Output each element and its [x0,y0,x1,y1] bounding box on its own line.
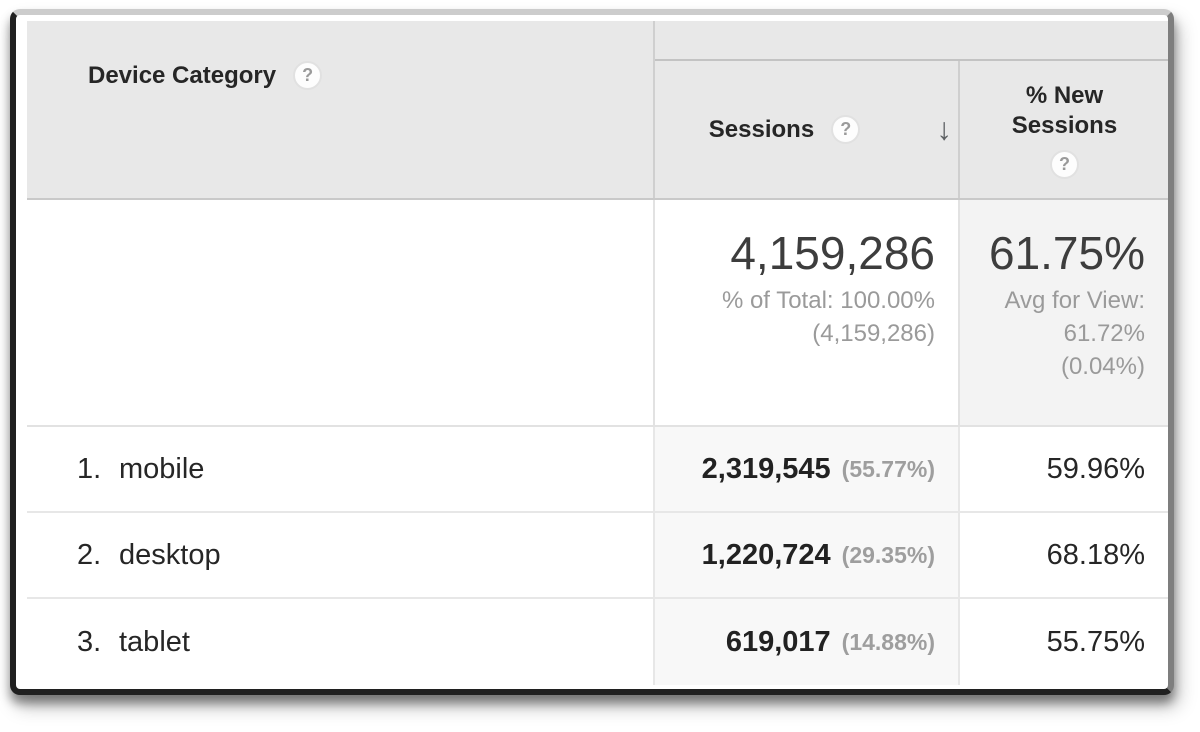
summary-dimension-cell [27,200,653,425]
screenshot-frame: Device Category ? Sessions ? ↓ % New Ses… [10,9,1174,695]
device-category-link[interactable]: tablet [119,625,190,658]
new-sessions-value: 59.96% [1046,452,1145,485]
sort-descending-icon[interactable]: ↓ [936,110,953,146]
row-index: 1. [77,452,102,485]
new-sessions-total-value: 61.75% [988,227,1145,279]
column-header-sessions[interactable]: Sessions ? ↓ [655,61,958,198]
new-sessions-cell: 68.18% [958,513,1168,597]
new-sessions-cell: 59.96% [958,427,1168,511]
summary-new-sessions-cell: 61.75% Avg for View: 61.72% (0.04%) [958,200,1168,425]
sessions-total-raw: (4,159,286) [812,320,935,347]
device-category-link[interactable]: mobile [119,452,205,485]
new-sessions-value: 68.18% [1046,538,1145,571]
new-sessions-avg-delta: (0.04%) [1060,353,1145,380]
dimension-cell: 1. mobile [27,427,653,511]
metric-header-cells: Sessions ? ↓ % New Sessions ? [655,61,1168,198]
help-icon[interactable]: ? [831,115,861,144]
new-sessions-cell: 55.75% [958,599,1168,685]
metric-group-strip [655,21,1168,61]
sessions-percent: (55.77%) [841,455,935,482]
dimension-cell: 2. desktop [27,513,653,597]
sessions-header-label: Sessions [708,116,815,143]
sessions-cell: 2,319,545 (55.77%) [653,427,958,511]
table-row: 1. mobile 2,319,545 (55.77%) 59.96% [27,427,1168,513]
new-sessions-avg-value: 61.72% [1063,320,1145,347]
sessions-cell: 1,220,724 (29.35%) [653,513,958,597]
row-index: 2. [77,538,102,571]
new-sessions-header-label: % New Sessions [1011,81,1118,139]
help-icon[interactable]: ? [1050,149,1079,179]
summary-sessions-cell: 4,159,286 % of Total: 100.00% (4,159,286… [653,200,958,425]
table-header: Device Category ? Sessions ? ↓ % New Ses… [27,21,1168,200]
sessions-percent: (14.88%) [841,628,935,655]
column-header-device-category[interactable]: Device Category ? [27,21,653,198]
sessions-value: 619,017 [725,625,831,658]
table-row: 3. tablet 619,017 (14.88%) 55.75% [27,599,1168,685]
sessions-percent: (29.35%) [841,541,935,568]
device-category-header-label: Device Category [88,62,277,89]
summary-row: 4,159,286 % of Total: 100.00% (4,159,286… [27,200,1168,427]
sessions-cell: 619,017 (14.88%) [653,599,958,685]
metric-headers-group: Sessions ? ↓ % New Sessions ? [653,21,1168,198]
new-sessions-value: 55.75% [1046,625,1145,658]
sessions-total-percent: % of Total: 100.00% [721,287,935,314]
row-index: 3. [77,625,102,658]
new-sessions-avg-label: Avg for View: [1004,287,1145,314]
table-row: 2. desktop 1,220,724 (29.35%) 68.18% [27,513,1168,599]
help-icon[interactable]: ? [293,61,323,90]
sessions-value: 2,319,545 [701,452,831,485]
column-header-new-sessions[interactable]: % New Sessions ? [958,61,1168,198]
sessions-value: 1,220,724 [701,538,831,571]
device-category-link[interactable]: desktop [119,538,221,571]
sessions-total-value: 4,159,286 [730,227,935,279]
dimension-cell: 3. tablet [27,599,653,685]
analytics-report-table: Device Category ? Sessions ? ↓ % New Ses… [27,21,1168,685]
